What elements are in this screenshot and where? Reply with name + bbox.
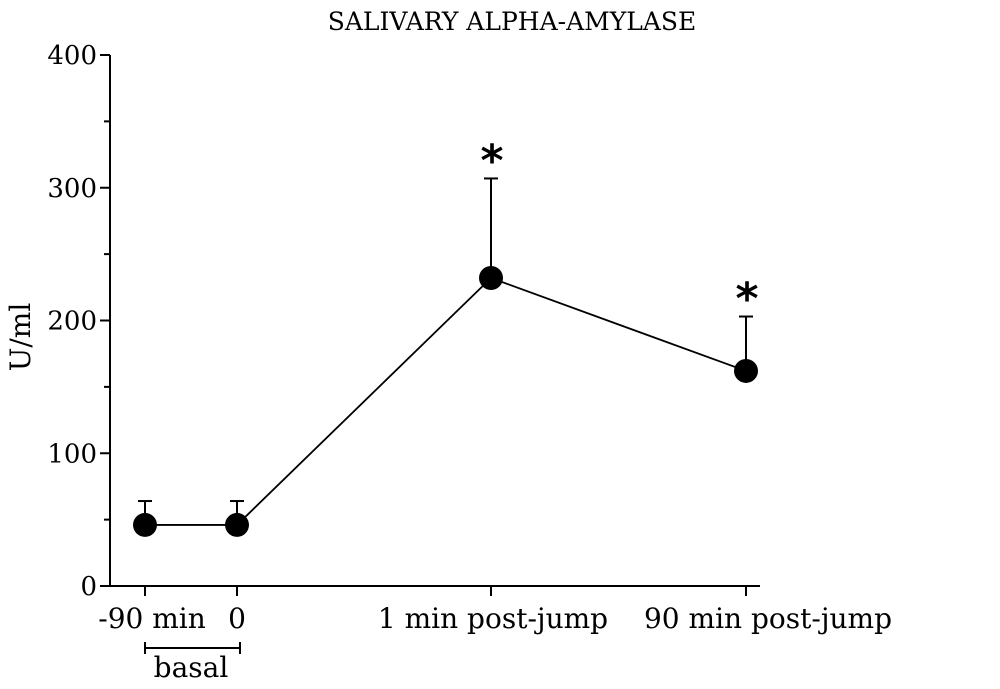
x-tick-label: 90 min post-jump [644, 602, 892, 635]
significance-marker: * [735, 274, 758, 325]
y-tick-label: 400 [47, 41, 97, 71]
x-tick-label: 0 [228, 602, 246, 635]
basal-label: basal [154, 651, 229, 684]
x-ticks: -90 min 0 1 min post-jump 90 min post-jump [98, 586, 892, 635]
chart-title: SALIVARY ALPHA-AMYLASE [328, 7, 697, 36]
data-point [479, 266, 503, 291]
series: ** [133, 135, 759, 537]
significance-marker: * [480, 135, 503, 186]
axes [109, 55, 760, 587]
data-point [133, 512, 157, 537]
y-tick-label: 300 [47, 174, 97, 204]
y-axis-label: U/ml [4, 303, 37, 372]
data-point [734, 358, 758, 383]
y-tick-label: 0 [80, 572, 97, 602]
y-ticks: 0 100 200 300 400 [47, 41, 110, 602]
x-tick-label: 1 min post-jump [378, 602, 608, 635]
y-tick-label: 200 [47, 307, 97, 337]
y-tick-label: 100 [47, 439, 97, 469]
basal-bracket: basal [144, 642, 241, 684]
x-tick-label: -90 min [98, 602, 206, 635]
series-line [145, 276, 747, 526]
data-point [225, 512, 249, 537]
